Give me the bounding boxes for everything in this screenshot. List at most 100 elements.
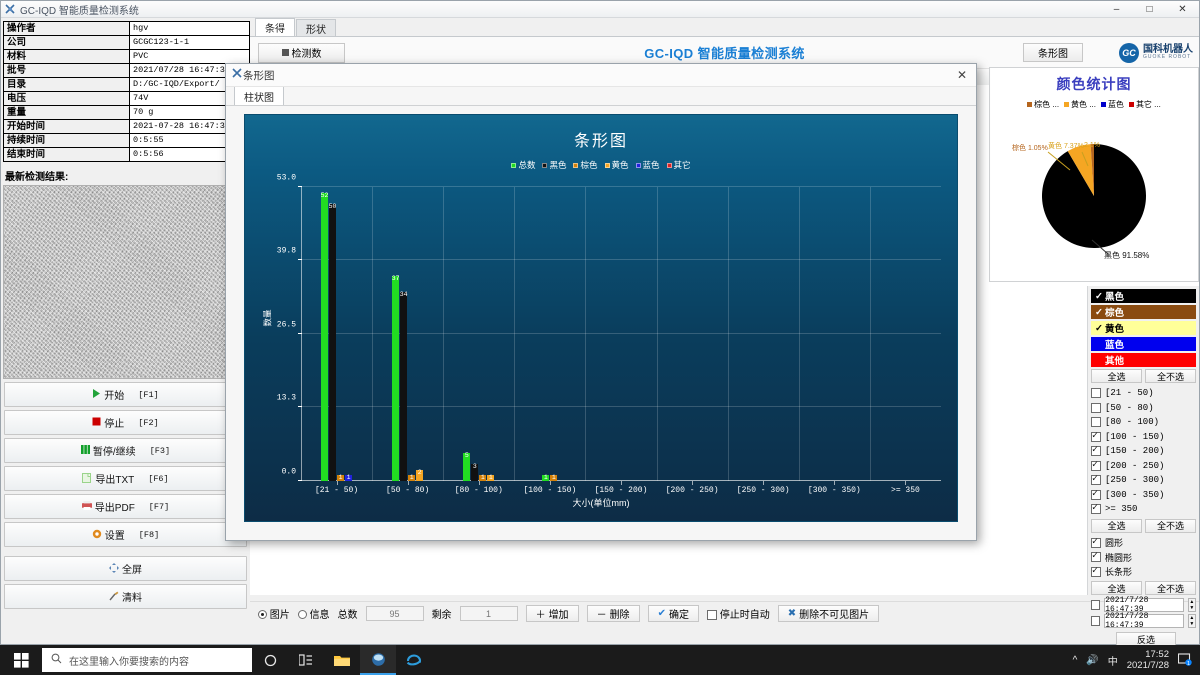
- chart-bar-groups: 52 50 1 1 [21 - 50) 37 34 1 2 [50 - 80) 5 3 1 1 [80 - …: [301, 187, 941, 495]
- color-filter-item[interactable]: ✓ 棕色: [1091, 305, 1196, 319]
- date-filter-item[interactable]: 2021/7/28 16:47:39 ▲ ▼: [1091, 596, 1196, 614]
- color-filter-item[interactable]: 蓝色: [1091, 337, 1196, 351]
- gciqd-app-icon[interactable]: [360, 645, 396, 675]
- start-button-icon[interactable]: [0, 645, 42, 675]
- info-value[interactable]: 0:5:55: [129, 133, 250, 148]
- size-filter-item[interactable]: [80 - 100): [1091, 415, 1196, 430]
- total-value-input[interactable]: [365, 606, 424, 621]
- stop-icon: [92, 417, 101, 428]
- color-filter-label: 蓝色: [1105, 340, 1125, 351]
- date-filter-checkbox-icon[interactable]: [1091, 616, 1101, 626]
- chart-y-axis: [301, 187, 302, 481]
- file-explorer-icon[interactable]: [324, 645, 360, 675]
- date-filter-item[interactable]: 2021/7/28 16:47:39 ▲ ▼: [1091, 612, 1196, 630]
- tab-shape[interactable]: 形状: [296, 19, 336, 36]
- task-view-icon[interactable]: [288, 645, 324, 675]
- size-select-none-button[interactable]: 全不选: [1145, 518, 1196, 533]
- shape-filter-item[interactable]: 圆形: [1091, 536, 1196, 551]
- table-row: 电压 74V: [3, 91, 250, 106]
- size-filter-item[interactable]: [150 - 200): [1091, 444, 1196, 459]
- taskbar-search-box[interactable]: 在这里输入你要搜索的内容: [42, 648, 252, 672]
- action-button-export-txt[interactable]: 导出TXT [F6]: [4, 466, 247, 491]
- close-button[interactable]: ✕: [1178, 4, 1187, 15]
- info-value[interactable]: PVC: [129, 49, 250, 64]
- chart-x-tick-label: [100 - 150): [523, 486, 577, 495]
- pie-legend-item: 棕色 ...: [1027, 99, 1059, 110]
- info-key: 目录: [3, 77, 130, 92]
- size-filter-item[interactable]: [21 - 50): [1091, 386, 1196, 401]
- color-filter-item[interactable]: ✓ 黑色: [1091, 289, 1196, 303]
- confirm-button[interactable]: ✔ 确定: [647, 605, 699, 622]
- chart-bar: 52: [321, 192, 328, 481]
- action-button-play[interactable]: 开始 [F1]: [4, 382, 247, 407]
- info-value[interactable]: 2021-07-28 16:47:34: [129, 119, 250, 134]
- latest-result-image[interactable]: [3, 185, 248, 379]
- dialog-tab-histogram[interactable]: 柱状图: [234, 86, 284, 105]
- volume-icon[interactable]: 🔊: [1086, 654, 1099, 666]
- detect-count-button[interactable]: 检测数: [258, 42, 345, 63]
- radio-picture[interactable]: 图片: [258, 606, 290, 621]
- dialog-close-icon[interactable]: ✕: [956, 68, 968, 82]
- shape-filter-item[interactable]: 长条形: [1091, 565, 1196, 580]
- minimize-button[interactable]: –: [1113, 4, 1120, 15]
- chart-bar: 34: [400, 291, 408, 481]
- chart-bar-value: 2: [417, 468, 422, 476]
- color-filter-item[interactable]: 其他: [1091, 353, 1196, 367]
- radio-info[interactable]: 信息: [297, 606, 330, 621]
- chart-bar-group: 5 3 1 1 [80 - 100): [443, 187, 514, 495]
- size-filter-item[interactable]: [200 - 250): [1091, 459, 1196, 474]
- delete-invisible-button[interactable]: ✖ 删除不可见图片: [777, 605, 880, 622]
- chart-x-tick-label: [50 - 80): [386, 486, 430, 495]
- size-filter-item[interactable]: [50 - 80): [1091, 401, 1196, 416]
- chart-bar-value: 1: [543, 474, 548, 482]
- info-value[interactable]: hgv: [129, 21, 250, 36]
- size-filter-item[interactable]: [300 - 350): [1091, 488, 1196, 503]
- date-spinner-icon[interactable]: ▲ ▼: [1187, 614, 1196, 628]
- action-button-pause[interactable]: 暂停/继续 [F3]: [4, 438, 247, 463]
- remain-value-input[interactable]: [459, 606, 518, 621]
- chart-x-tick-label: [250 - 300): [736, 486, 790, 495]
- info-value[interactable]: 2021/07/28 16:47:32: [129, 63, 250, 78]
- delete-button[interactable]: －删除: [586, 605, 640, 622]
- pie-callout-label: 黄色 7.37%: [1048, 141, 1084, 150]
- chart-y-tickmark: [298, 259, 302, 261]
- add-button[interactable]: ＋增加: [525, 605, 579, 622]
- action-button-clean[interactable]: 清料: [4, 584, 247, 609]
- show-hidden-icons-icon[interactable]: ^: [1072, 654, 1078, 666]
- notifications-icon[interactable]: 1: [1177, 652, 1192, 669]
- color-select-none-button[interactable]: 全不选: [1145, 369, 1196, 383]
- date-filter-value[interactable]: 2021/7/28 16:47:39: [1104, 612, 1184, 630]
- auto-on-stop-checkbox[interactable]: 停止时自动: [706, 606, 770, 621]
- color-filter-label: 黄色: [1105, 324, 1125, 335]
- shape-select-none-button[interactable]: 全不选: [1145, 581, 1196, 595]
- color-select-all-button[interactable]: 全选: [1091, 369, 1142, 383]
- size-filter-item[interactable]: [250 - 300): [1091, 473, 1196, 488]
- shape-filter-item[interactable]: 椭圆形: [1091, 550, 1196, 565]
- size-filter-item[interactable]: [100 - 150): [1091, 430, 1196, 445]
- date-filter-value[interactable]: 2021/7/28 16:47:39: [1104, 596, 1184, 614]
- tab-impurity[interactable]: 条得: [255, 18, 295, 36]
- action-button-gear[interactable]: 设置 [F8]: [4, 522, 247, 547]
- ime-icon[interactable]: 中: [1107, 656, 1118, 668]
- chart-bar: 1: [337, 474, 345, 481]
- date-spinner-icon[interactable]: ▲ ▼: [1187, 598, 1196, 612]
- date-filter-checkbox-icon[interactable]: [1091, 600, 1101, 610]
- cortana-icon[interactable]: [252, 645, 288, 675]
- shape-filter-label: 长条形: [1105, 567, 1133, 578]
- action-button-export-pdf[interactable]: 导出PDF [F7]: [4, 494, 247, 519]
- color-filter-check-icon: ✓: [1095, 290, 1103, 302]
- maximize-button[interactable]: □: [1146, 4, 1153, 15]
- internet-explorer-icon[interactable]: [396, 645, 432, 675]
- size-filter-item[interactable]: >= 350: [1091, 502, 1196, 517]
- open-barchart-button[interactable]: 条形图: [1023, 43, 1083, 62]
- shape-select-all-button[interactable]: 全选: [1091, 581, 1142, 595]
- action-button-stop[interactable]: 停止 [F2]: [4, 410, 247, 435]
- size-select-all-button[interactable]: 全选: [1091, 518, 1142, 533]
- taskbar-clock[interactable]: 17:52 2021/7/28: [1127, 649, 1169, 671]
- info-value[interactable]: GCGC123-1-1: [129, 35, 250, 50]
- color-filter-item[interactable]: ✓ 黄色: [1091, 321, 1196, 335]
- action-button-fullscreen[interactable]: 全屏: [4, 556, 247, 581]
- action-button-shortcut: [F7]: [148, 501, 170, 512]
- info-value[interactable]: 0:5:56: [129, 147, 250, 162]
- info-value[interactable]: D:/GC-IQD/Export/: [129, 77, 250, 92]
